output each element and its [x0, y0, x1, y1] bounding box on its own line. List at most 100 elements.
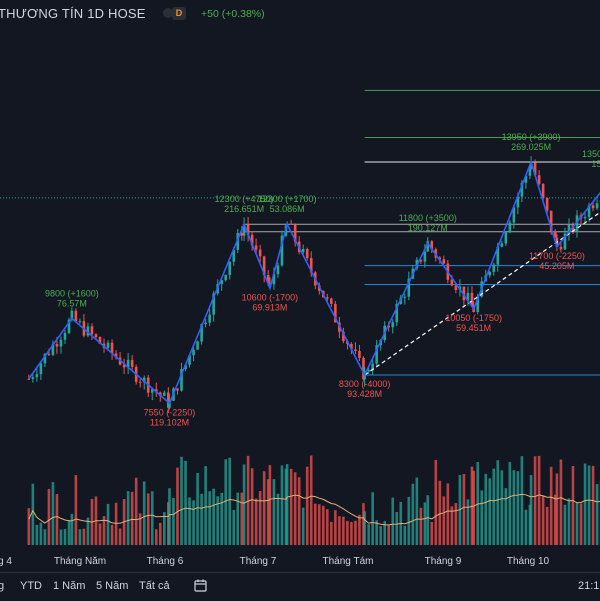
- volume-bar: [224, 459, 227, 545]
- volume-bar: [99, 523, 102, 545]
- volume-bar: [232, 510, 235, 545]
- volume-bar: [416, 478, 419, 545]
- volume-bar: [115, 503, 118, 545]
- volume-bar: [379, 526, 382, 545]
- volume-bar: [354, 521, 357, 545]
- x-axis-tick-label: Tháng Tám: [323, 556, 374, 567]
- volume-bar: [322, 506, 325, 545]
- volume-bar: [420, 508, 423, 545]
- candle-body: [529, 169, 532, 176]
- volume-bar: [509, 462, 512, 545]
- range-button-ytd[interactable]: YTD: [20, 580, 42, 592]
- volume-bar: [188, 497, 191, 545]
- volume-bar: [513, 470, 516, 545]
- candle-body: [492, 265, 495, 272]
- x-axis-tick-label: Tháng Năm: [54, 556, 106, 567]
- candle-body: [451, 280, 454, 286]
- candle-body: [538, 175, 541, 184]
- candle-body: [131, 360, 134, 367]
- swing-label: 9800 (+1600): [45, 288, 99, 298]
- candle-body: [79, 321, 82, 322]
- volume-bar: [294, 472, 297, 545]
- volume-bar: [212, 489, 215, 545]
- support-trendline: [365, 183, 600, 375]
- volume-bar: [463, 474, 466, 545]
- candle-body: [404, 297, 407, 298]
- volume-bar: [318, 504, 321, 545]
- candle-body: [208, 315, 211, 323]
- volume-bar: [505, 488, 508, 545]
- swing-label: 69.913M: [252, 302, 287, 312]
- x-axis-tick-label: Tháng 9: [425, 556, 462, 567]
- candle-body: [75, 311, 78, 321]
- candle-body: [139, 382, 142, 383]
- volume-bar: [412, 484, 415, 545]
- candle-body: [488, 272, 491, 275]
- swing-label: 7550 (-2250): [144, 407, 196, 417]
- candle-body: [546, 198, 549, 211]
- candle-body: [306, 249, 309, 258]
- volume-bar: [243, 464, 246, 545]
- candle-body: [354, 349, 357, 351]
- volume-bar: [127, 491, 130, 545]
- range-button-1y[interactable]: 1 Năm: [53, 580, 85, 592]
- candle-body: [95, 334, 98, 337]
- x-axis-tick-label: Tháng 6: [147, 556, 184, 567]
- candle-body: [259, 250, 262, 257]
- volume-bar: [546, 507, 549, 545]
- volume-bar: [240, 493, 243, 545]
- candle-body: [277, 265, 280, 274]
- volume-bar: [290, 469, 293, 545]
- volume-bar: [263, 471, 266, 545]
- range-button-5y[interactable]: 5 Năm: [96, 580, 128, 592]
- volume-bar: [447, 483, 450, 545]
- swing-label: 216.651M: [224, 204, 264, 214]
- swing-label: 45.205M: [539, 261, 574, 271]
- swing-label: 59.451M: [456, 323, 491, 333]
- volume-bar: [64, 529, 67, 545]
- volume-bar: [314, 504, 317, 545]
- volume-bar: [592, 466, 595, 545]
- swing-label: 11700 (-2250): [529, 251, 585, 261]
- x-axis-tick-label: Tháng 7: [240, 556, 277, 567]
- candle-body: [443, 259, 446, 263]
- volume-bar: [472, 471, 475, 545]
- range-button-all[interactable]: Tất cả: [139, 580, 170, 592]
- candle-body: [501, 243, 504, 246]
- volume-bar: [484, 474, 487, 545]
- candle-body: [192, 350, 195, 356]
- candle-body: [302, 249, 305, 252]
- candle-body: [505, 232, 508, 243]
- volume-bar: [180, 457, 183, 545]
- volume-bar: [430, 522, 433, 545]
- volume-bar: [576, 503, 579, 545]
- volume-bar: [391, 498, 394, 545]
- volume-bar: [395, 512, 398, 545]
- volume-bar: [220, 493, 223, 545]
- volume-bar: [79, 529, 82, 545]
- swing-label: 12300 (+1700): [258, 194, 317, 204]
- volume-bar: [163, 512, 166, 545]
- volume-bar: [408, 497, 411, 545]
- volume-bar: [556, 473, 559, 545]
- volume-bar: [48, 489, 51, 545]
- volume-bar: [151, 491, 154, 545]
- range-button-partial[interactable]: g: [0, 580, 4, 592]
- x-axis-tick-label: Tháng 10: [507, 556, 550, 567]
- candle-body: [391, 322, 394, 327]
- swing-label: 269.025M: [511, 142, 551, 152]
- volume-bar: [200, 494, 203, 545]
- volume-bar: [32, 484, 35, 545]
- calendar-range-icon[interactable]: [194, 579, 207, 592]
- volume-bar: [584, 464, 587, 545]
- swing-label: 119.102M: [150, 417, 189, 427]
- volume-bar: [572, 466, 575, 545]
- volume-bar: [596, 484, 599, 545]
- candle-body: [60, 340, 63, 347]
- candle-body: [330, 299, 333, 304]
- candle-body: [228, 262, 231, 275]
- volume-bar: [338, 516, 341, 545]
- volume-bar: [228, 458, 231, 545]
- volume-bar: [184, 461, 187, 545]
